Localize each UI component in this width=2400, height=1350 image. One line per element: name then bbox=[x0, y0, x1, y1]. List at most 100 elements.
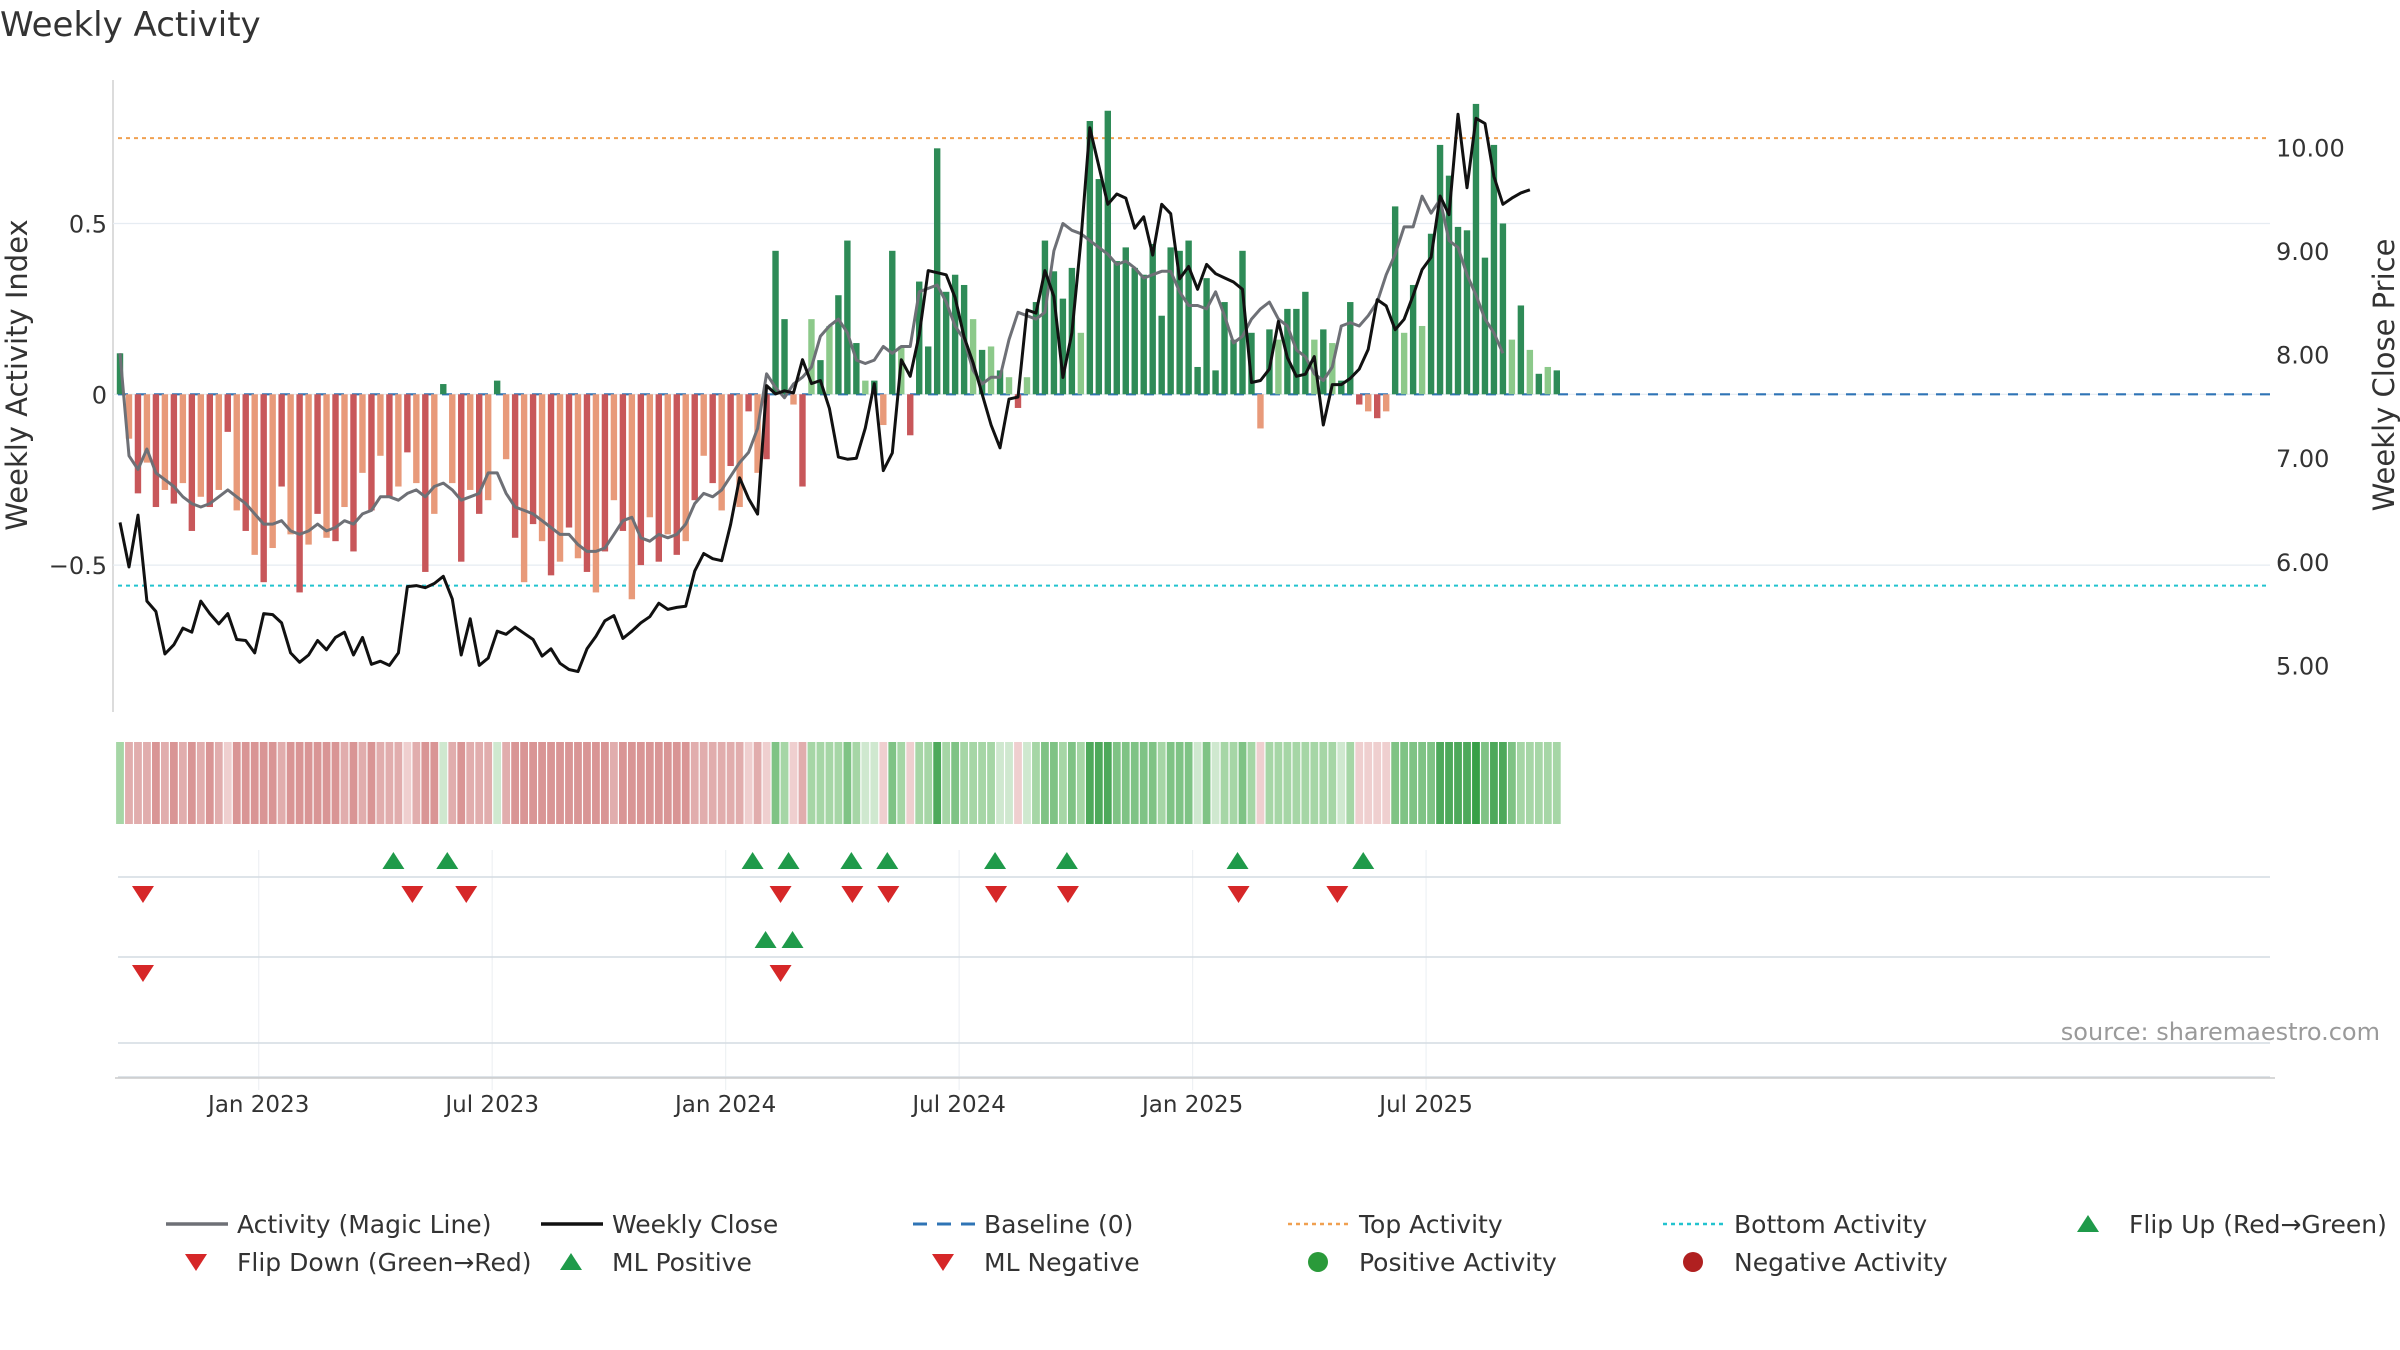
activity-bar bbox=[1347, 302, 1354, 395]
heatmap-cell bbox=[232, 742, 241, 824]
activity-bar bbox=[413, 394, 420, 484]
flip-up-marker bbox=[1055, 852, 1078, 869]
flip-up-marker bbox=[741, 852, 764, 869]
activity-bar bbox=[1158, 315, 1165, 395]
flip-down-marker bbox=[877, 886, 900, 903]
heatmap-cell bbox=[358, 742, 367, 824]
flip-down-marker bbox=[131, 886, 154, 903]
legend-label: Positive Activity bbox=[1359, 1248, 1557, 1277]
heatmap-cell bbox=[924, 742, 933, 824]
flip-up-marker bbox=[382, 852, 405, 869]
activity-bar bbox=[341, 394, 348, 508]
heatmap-cell bbox=[1148, 742, 1157, 824]
activity-bar bbox=[817, 360, 824, 395]
heatmap-cell bbox=[825, 742, 834, 824]
heatmap-cell bbox=[340, 742, 349, 824]
activity-bar bbox=[727, 394, 734, 467]
activity-bar bbox=[1472, 103, 1480, 395]
activity-bar bbox=[350, 394, 357, 552]
activity-bar bbox=[1167, 247, 1174, 395]
flip-down-marker bbox=[841, 886, 864, 903]
activity-bar bbox=[1050, 271, 1058, 395]
heatmap-cell bbox=[807, 742, 816, 824]
heatmap-cell bbox=[1400, 742, 1409, 824]
activity-bar bbox=[323, 394, 330, 538]
activity-bar bbox=[422, 394, 429, 572]
activity-bar bbox=[754, 394, 761, 473]
heatmap-cell bbox=[403, 742, 412, 824]
heatmap-cell bbox=[1032, 742, 1040, 824]
activity-bar bbox=[152, 394, 160, 508]
heatmap-cell bbox=[610, 742, 618, 824]
flip-up-marker bbox=[876, 852, 899, 869]
heatmap-cell bbox=[574, 742, 582, 824]
activity-bar bbox=[1122, 247, 1129, 395]
heatmap-cell bbox=[1328, 742, 1337, 824]
activity-bar bbox=[476, 394, 483, 514]
activity-bar bbox=[1257, 394, 1264, 429]
legend-dot-icon bbox=[1683, 1252, 1703, 1272]
activity-bar bbox=[1526, 349, 1534, 395]
heatmap-cell bbox=[349, 742, 358, 824]
heatmap-cell bbox=[1121, 742, 1130, 824]
heatmap-cell bbox=[906, 742, 915, 824]
activity-bar bbox=[682, 394, 689, 542]
heatmap-cell bbox=[1211, 742, 1220, 824]
activity-bar bbox=[368, 394, 375, 511]
activity-bar bbox=[646, 394, 654, 518]
heatmap-cell bbox=[1499, 742, 1507, 824]
legend-item: Baseline (0) bbox=[913, 1210, 1133, 1239]
activity-bar bbox=[1427, 233, 1435, 395]
activity-bar bbox=[1194, 366, 1201, 395]
activity-bar bbox=[718, 394, 725, 511]
heatmap-cell bbox=[1310, 742, 1319, 824]
activity-bar bbox=[1374, 394, 1381, 419]
activity-bar bbox=[215, 394, 222, 490]
activity-bar bbox=[709, 394, 716, 484]
heatmap-cell bbox=[618, 742, 627, 824]
heatmap-cell bbox=[187, 742, 196, 824]
heatmap-cell bbox=[1094, 742, 1103, 824]
heatmap-cell bbox=[1436, 742, 1444, 824]
heatmap-cell bbox=[385, 742, 394, 824]
flip-down-marker bbox=[455, 886, 478, 903]
heatmap-cell bbox=[439, 742, 448, 824]
activity-bar bbox=[907, 394, 914, 436]
heatmap-cell bbox=[1292, 742, 1301, 824]
heatmap-cell bbox=[933, 742, 942, 824]
heatmap-cell bbox=[430, 742, 439, 824]
activity-bar bbox=[404, 394, 411, 453]
flip-down-marker bbox=[1056, 886, 1079, 903]
heatmap-cell bbox=[511, 742, 520, 824]
heatmap-cell bbox=[1445, 742, 1453, 824]
activity-bar bbox=[880, 394, 887, 426]
activity-bar bbox=[700, 394, 707, 456]
x-tick-label: Jan 2023 bbox=[206, 1092, 309, 1118]
heatmap-cell bbox=[726, 742, 735, 824]
activity-bar bbox=[691, 394, 698, 501]
activity-bar bbox=[1454, 226, 1462, 395]
heatmap-cell bbox=[169, 742, 178, 824]
heatmap-cell bbox=[313, 742, 322, 824]
right-tick-label: 7.00 bbox=[2276, 445, 2329, 473]
heatmap-cell bbox=[843, 742, 852, 824]
heatmap-cell bbox=[1166, 742, 1175, 824]
source-credit: source: sharemaestro.com bbox=[2061, 1018, 2380, 1046]
heatmap-cell bbox=[421, 742, 430, 824]
right-tick-label: 5.00 bbox=[2276, 652, 2329, 680]
heatmap-cell bbox=[861, 742, 870, 824]
heatmap-cell bbox=[1490, 742, 1498, 824]
heatmap-cell bbox=[897, 742, 906, 824]
activity-bar bbox=[1553, 370, 1560, 395]
x-tick-label: Jul 2023 bbox=[443, 1092, 539, 1118]
activity-bar bbox=[224, 394, 231, 432]
heatmap-cell bbox=[681, 742, 690, 824]
heatmap-cell bbox=[1346, 742, 1355, 824]
activity-bars bbox=[116, 103, 1560, 600]
legend-item: Weekly Close bbox=[541, 1210, 778, 1239]
legend-label: Activity (Magic Line) bbox=[237, 1210, 491, 1239]
activity-bar bbox=[808, 319, 815, 395]
activity-bar bbox=[583, 394, 591, 572]
activity-bar bbox=[1095, 179, 1103, 395]
legend-label: Flip Up (Red→Green) bbox=[2129, 1210, 2387, 1239]
